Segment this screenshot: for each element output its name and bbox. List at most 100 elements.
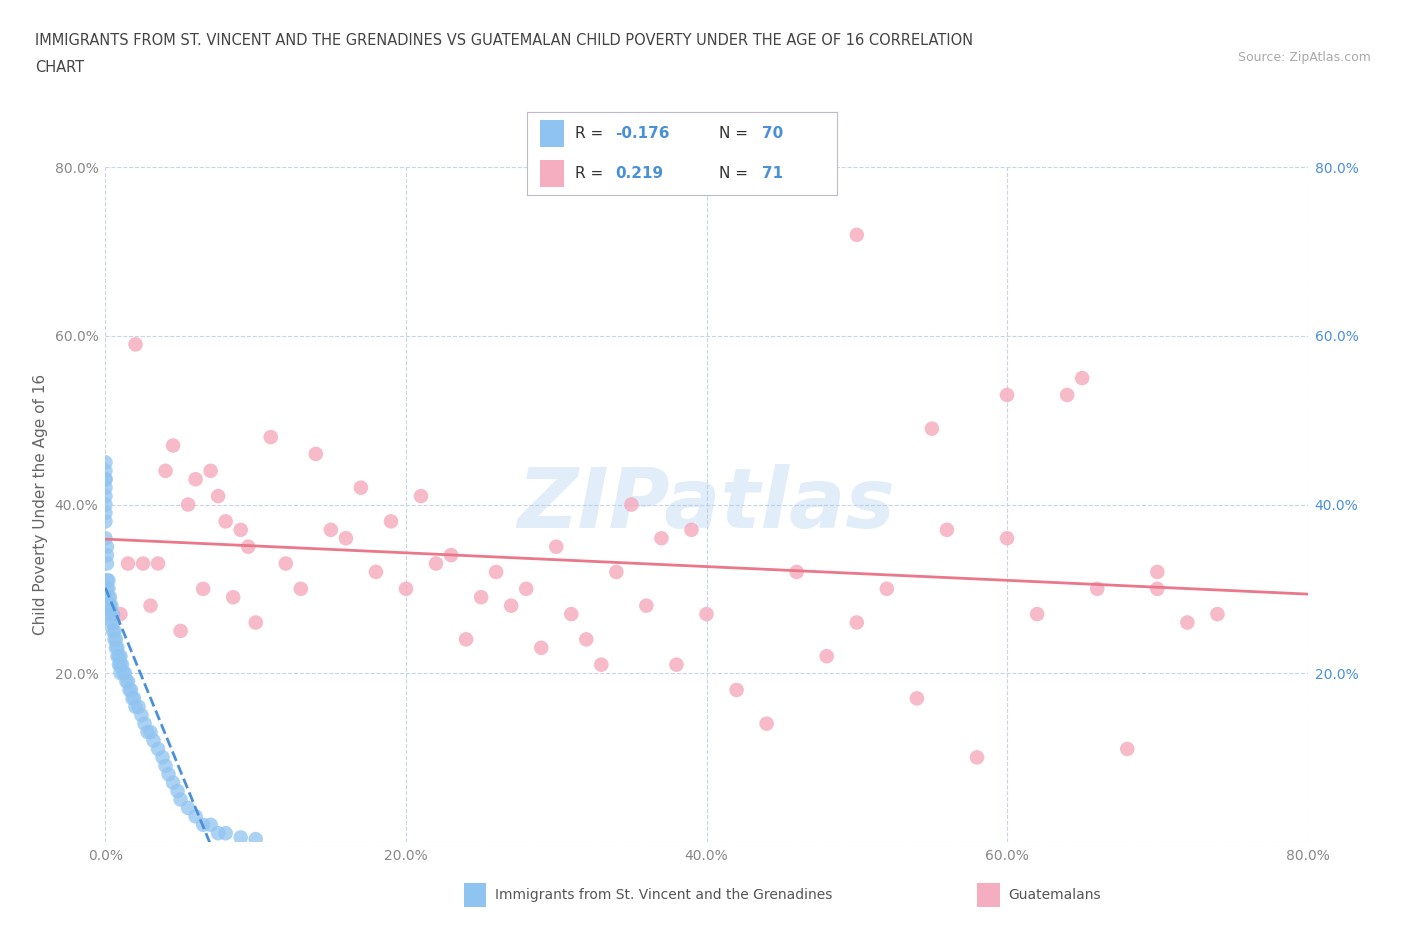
Point [815, 649, 838, 664]
Point [98, 598, 121, 613]
Text: Immigrants from St. Vincent and the Grenadines: Immigrants from St. Vincent and the Gren… [495, 887, 832, 902]
Point [364, 565, 387, 579]
Point [136, 724, 159, 739]
Point [120, 683, 142, 698]
Point [111, 658, 134, 672]
Point [103, 632, 125, 647]
Point [319, 523, 342, 538]
Point [1026, 606, 1049, 621]
Point [94, 472, 117, 486]
Point [96, 581, 118, 596]
Point [184, 472, 207, 486]
Point [936, 523, 959, 538]
Point [876, 581, 898, 596]
Point [1116, 741, 1139, 756]
Bar [540, 120, 564, 147]
Point [274, 556, 297, 571]
Text: R =: R = [575, 126, 609, 140]
Point [229, 523, 252, 538]
Point [575, 632, 598, 647]
Point [214, 826, 236, 841]
Point [139, 598, 162, 613]
Point [114, 666, 136, 681]
Point [191, 817, 214, 832]
Point [786, 565, 808, 579]
Point [290, 581, 312, 596]
Point [620, 498, 643, 512]
Point [501, 598, 523, 613]
Point [157, 766, 180, 781]
Point [222, 590, 245, 604]
Text: N =: N = [718, 126, 752, 140]
Point [97, 598, 120, 613]
Point [245, 831, 267, 846]
Point [184, 809, 207, 824]
Point [94, 514, 117, 529]
Point [191, 581, 214, 596]
Point [152, 750, 174, 764]
Point [260, 430, 283, 445]
Point [117, 674, 139, 689]
Point [110, 666, 132, 681]
Point [350, 480, 373, 495]
Point [1146, 581, 1168, 596]
Point [169, 623, 191, 638]
Point [155, 463, 177, 478]
Point [177, 801, 200, 816]
Point [1175, 615, 1198, 630]
Point [995, 531, 1018, 546]
Point [177, 498, 200, 512]
Point [94, 472, 117, 486]
Point [546, 539, 568, 554]
Point [162, 776, 184, 790]
Point [118, 683, 141, 698]
Point [134, 716, 156, 731]
Point [755, 716, 778, 731]
Point [380, 514, 402, 529]
Point [131, 708, 153, 723]
Point [110, 649, 132, 664]
Point [515, 581, 537, 596]
Point [103, 623, 125, 638]
Point [425, 556, 447, 571]
Point [409, 488, 432, 503]
Point [681, 523, 703, 538]
Point [966, 750, 988, 764]
Point [921, 421, 943, 436]
Y-axis label: Child Poverty Under the Age of 16: Child Poverty Under the Age of 16 [32, 374, 48, 635]
Point [96, 556, 118, 571]
Point [214, 514, 236, 529]
Point [108, 649, 131, 664]
Point [96, 539, 118, 554]
Point [1206, 606, 1229, 621]
Point [96, 548, 118, 563]
Point [122, 691, 145, 706]
Point [97, 590, 120, 604]
Point [96, 573, 118, 588]
Point [229, 830, 252, 844]
Point [124, 699, 146, 714]
Point [132, 556, 155, 571]
Point [110, 658, 132, 672]
Point [905, 691, 928, 706]
Point [440, 548, 463, 563]
Point [94, 463, 117, 478]
Point [395, 581, 418, 596]
Text: Guatemalans: Guatemalans [1008, 887, 1101, 902]
Point [1085, 581, 1108, 596]
Point [454, 632, 477, 647]
Point [146, 741, 169, 756]
Point [142, 733, 165, 748]
Text: 70: 70 [762, 126, 783, 140]
Point [696, 606, 718, 621]
Text: IMMIGRANTS FROM ST. VINCENT AND THE GRENADINES VS GUATEMALAN CHILD POVERTY UNDER: IMMIGRANTS FROM ST. VINCENT AND THE GREN… [35, 33, 973, 47]
Point [124, 337, 146, 352]
Point [200, 817, 222, 832]
Point [169, 792, 191, 807]
Point [101, 615, 124, 630]
Point [146, 556, 169, 571]
Point [104, 641, 127, 656]
Point [94, 506, 117, 521]
Point [94, 488, 117, 503]
Point [470, 590, 492, 604]
